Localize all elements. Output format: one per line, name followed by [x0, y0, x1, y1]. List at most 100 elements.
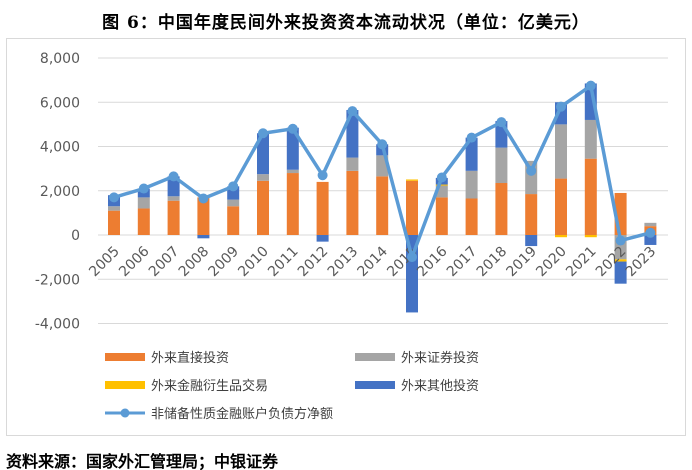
bar-外来金融衍生品交易	[406, 179, 418, 181]
bar-外来证券投资	[644, 222, 657, 227]
bar-外来直接投资	[137, 208, 150, 235]
bar-外来证券投资	[257, 174, 269, 181]
bar-外来证券投资	[167, 196, 180, 201]
line-point	[228, 181, 239, 192]
bar-外来其他投资	[197, 235, 210, 239]
legend-label: 外来其他投资	[401, 378, 479, 394]
bar-外来直接投资	[525, 194, 538, 235]
y-tick-label: 8,000	[40, 51, 80, 67]
line-point	[585, 80, 596, 91]
bar-外来其他投资	[614, 261, 627, 284]
bar-外来证券投资	[227, 199, 240, 207]
x-tick-label: 2014	[355, 243, 392, 280]
bar-外来其他投资	[286, 127, 299, 170]
bar-外来直接投资	[227, 206, 240, 235]
bar-外来其他投资	[644, 235, 657, 245]
bar-外来直接投资	[346, 170, 359, 235]
x-tick-label: 2010	[235, 244, 272, 281]
x-tick-label: 2023	[623, 244, 660, 281]
line-point	[258, 128, 268, 139]
bar-外来直接投资	[197, 197, 210, 235]
line-point	[198, 193, 209, 204]
y-tick-label: 6,000	[40, 95, 80, 111]
bar-外来金融衍生品交易	[614, 259, 627, 262]
x-tick-label: 2009	[206, 244, 243, 281]
line-point	[377, 139, 388, 150]
bar-外来其他投资	[346, 109, 359, 158]
bar-外来证券投资	[495, 147, 508, 184]
y-tick-label: 2,000	[40, 184, 80, 200]
bar-外来其他投资	[525, 235, 538, 247]
chart-frame	[6, 38, 686, 436]
bar-外来直接投资	[316, 181, 329, 235]
x-tick-label: 2017	[444, 244, 481, 281]
x-tick-label: 2012	[295, 244, 332, 281]
x-tick-label: 2021	[563, 244, 600, 281]
bar-外来其他投资	[465, 137, 478, 171]
line-point	[466, 132, 477, 143]
bar-外来其他投资	[316, 235, 329, 242]
bar-外来直接投资	[286, 173, 299, 235]
bar-外来证券投资	[108, 206, 120, 211]
line-point	[645, 227, 656, 238]
line-point	[407, 252, 417, 263]
bar-外来证券投资	[555, 124, 567, 179]
y-tick-label: 4,000	[40, 140, 80, 156]
line-point	[138, 183, 149, 194]
x-tick-label: 2006	[116, 243, 153, 280]
line-point	[615, 235, 626, 246]
x-tick-label: 2011	[265, 244, 302, 281]
line-point	[287, 123, 298, 134]
bar-外来其他投资	[167, 176, 180, 197]
bar-外来金融衍生品交易	[584, 235, 597, 238]
x-tick-label: 2019	[504, 244, 541, 281]
bar-外来直接投资	[435, 197, 448, 235]
line-point	[347, 106, 358, 117]
x-tick-label: 2020	[533, 244, 570, 281]
bar-外来证券投资	[584, 119, 597, 159]
bar-外来直接投资	[406, 180, 418, 235]
line-point	[556, 101, 566, 112]
bar-外来金融衍生品交易	[555, 235, 567, 238]
bar-外来直接投资	[584, 158, 597, 235]
bar-外来直接投资	[465, 198, 478, 235]
x-tick-label: 2013	[325, 244, 362, 281]
line-point	[317, 170, 328, 181]
x-tick-label: 2005	[86, 244, 123, 281]
legend-swatch	[355, 381, 395, 389]
x-tick-label: 2016	[414, 243, 451, 280]
line-point	[436, 172, 447, 183]
y-tick-label: 0	[71, 228, 80, 244]
x-tick-label: 2018	[474, 244, 511, 281]
x-tick-label: 2008	[176, 244, 213, 281]
line-point	[526, 165, 537, 176]
line-point	[168, 171, 179, 182]
chart-title: 图 6：中国年度民间外来投资资本流动状况（单位：亿美元）	[102, 13, 590, 33]
bar-外来直接投资	[555, 178, 567, 235]
bar-外来证券投资	[286, 169, 299, 174]
bar-外来直接投资	[167, 200, 180, 235]
bar-外来直接投资	[376, 176, 389, 235]
bar-外来证券投资	[137, 197, 150, 209]
legend-label: 外来直接投资	[151, 350, 229, 366]
legend-label: 非储备性质金融账户负债方净额	[151, 406, 333, 422]
bar-外来金融衍生品交易	[435, 184, 448, 186]
legend-swatch	[355, 353, 395, 361]
legend-line-marker	[120, 408, 130, 418]
legend-swatch	[105, 353, 145, 361]
bar-外来直接投资	[108, 210, 120, 235]
bar-外来证券投资	[346, 157, 359, 171]
x-tick-label: 2007	[146, 244, 183, 281]
line-point	[109, 192, 119, 203]
legend-swatch	[105, 381, 145, 389]
y-tick-label: -2,000	[35, 272, 80, 288]
bar-外来直接投资	[495, 183, 508, 235]
line-point	[496, 117, 507, 128]
bar-外来其他投资	[257, 133, 269, 175]
bar-外来证券投资	[465, 170, 478, 199]
legend-label: 外来证券投资	[401, 350, 479, 366]
source-note: 资料来源：国家外汇管理局；中银证券	[6, 452, 279, 470]
bar-外来直接投资	[257, 180, 269, 235]
